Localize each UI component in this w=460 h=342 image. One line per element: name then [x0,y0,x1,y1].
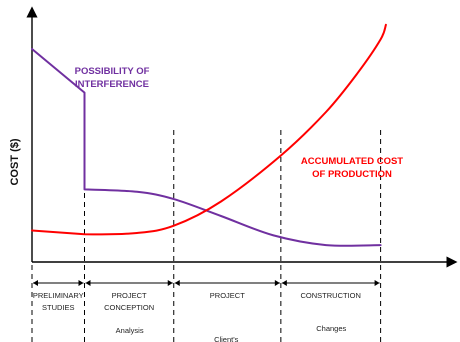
phase-arrow-head-right [167,280,173,286]
accumulated-cost-line [31,23,387,236]
phase-arrow-head-right [78,280,84,286]
phase-label: PROJECT [210,291,245,300]
phase-note: Changes [316,324,346,333]
phase-label: PRELIMINARY [33,291,84,300]
phase-arrow-head-right [274,280,280,286]
phase-note: Client's [214,335,239,342]
phase-label: CONCEPTION [104,303,154,312]
phase-label: CONSTRUCTION [301,291,361,300]
accumulated-cost-label: ACCUMULATED COST [301,156,403,167]
interference-label: INTERFERENCE [75,79,149,90]
y-axis-label: COST ($) [9,138,21,185]
series-labels: POSSIBILITY OF INTERFERENCE ACCUMULATED CO… [75,66,404,180]
phase-arrow-head-left [281,280,287,286]
phase-label: PROJECT [112,291,147,300]
phase-note: Analysis [116,326,144,335]
accumulated-cost-label: OF PRODUCTION [312,169,392,180]
interference-line [31,48,382,247]
phase-label: STUDIES [42,303,75,312]
phase-arrow-head-right [374,280,380,286]
phase-labels: PRELIMINARY STUDIES PROJECT CONCEPTION PROJE… [33,291,361,312]
interference-label: POSSIBILITY OF [75,66,150,77]
phase-arrow-head-left [33,280,38,286]
series-lines [31,23,387,247]
phase-arrow-head-left [174,280,180,286]
phase-notes: Analysis Client's Changes [116,324,347,342]
phase-arrows [33,280,380,286]
phase-arrow-head-left [85,280,91,286]
